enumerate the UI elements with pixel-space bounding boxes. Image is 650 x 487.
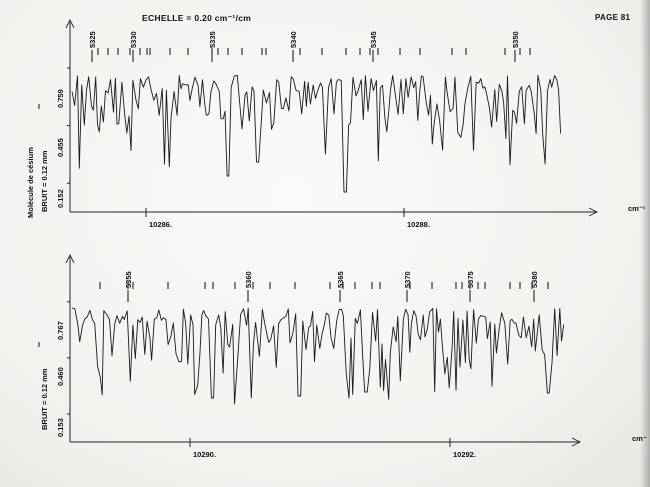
- bottom-marker-i: I: [38, 342, 40, 349]
- top-xtick-label: 10288.: [407, 220, 430, 229]
- top-xtick-label: 10286.: [149, 220, 172, 229]
- top-line-number: 5330: [129, 31, 138, 48]
- bottom-line-number: 5360: [244, 271, 253, 288]
- top-line-number: 5325: [88, 31, 97, 48]
- top-line-number: 5350: [511, 31, 520, 48]
- top-x-axis-arrow: [588, 207, 599, 217]
- page-number: PAGE 81: [595, 13, 631, 22]
- bottom-line-number: 5370: [403, 271, 412, 288]
- top-line-number: 5340: [289, 31, 298, 48]
- bottom-x-unit: cm⁻: [632, 434, 647, 443]
- top-noise-label: BRUIT = 0.12 mm: [40, 150, 49, 212]
- bottom-noise-label: BRUIT = 0.12 mm: [40, 368, 49, 430]
- bottom-line-number: 5375: [466, 271, 475, 288]
- top-marker-i: I: [38, 104, 40, 111]
- top-line-number: 5335: [208, 31, 217, 48]
- page-edge-shadow: [640, 0, 650, 487]
- top-ytick-low: 0.152: [56, 189, 65, 208]
- bottom-ytick-mid: 0.460: [56, 367, 65, 386]
- top-ytick-high: 0.759: [56, 89, 65, 108]
- bottom-line-number: 5365: [336, 271, 345, 288]
- top-x-unit: cm⁻¹: [628, 204, 646, 213]
- bottom-x-axis-arrow: [571, 437, 582, 447]
- top-ytick-mid: 0.455: [56, 138, 65, 157]
- scale-label: ECHELLE = 0.20 cm⁻¹/cm: [142, 13, 252, 23]
- bottom-xtick-label: 10292.: [453, 450, 476, 459]
- bottom-line-number: 5355: [124, 271, 133, 288]
- top-molecule-label: Molécule de césium: [26, 147, 35, 218]
- bottom-ytick-low: 0.153: [56, 418, 65, 437]
- bottom-xtick-label: 10290.: [193, 450, 216, 459]
- top-spectrum-trace: [71, 74, 562, 193]
- bottom-spectrum-trace: [71, 307, 565, 405]
- top-y-axis-arrow: [65, 18, 75, 29]
- bottom-line-number: 5380: [530, 271, 539, 288]
- top-line-number: 5345: [369, 31, 378, 48]
- bottom-y-axis-arrow: [65, 253, 75, 264]
- bottom-ytick-high: 0.767: [56, 321, 65, 340]
